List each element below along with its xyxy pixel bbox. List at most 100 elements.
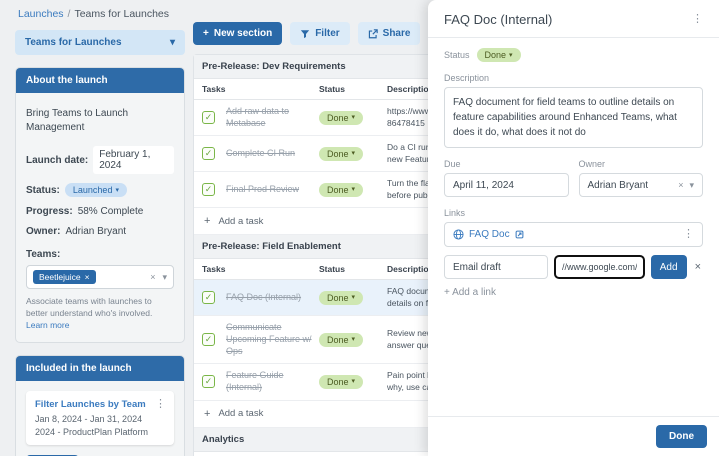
task-status-pill[interactable]: Done ▾ — [319, 332, 364, 347]
add-task-label: Add a task — [218, 215, 264, 227]
plus-icon: + — [204, 407, 211, 420]
links-label: Links — [444, 208, 466, 218]
task-name[interactable]: FAQ Doc (Internal) — [226, 291, 302, 302]
add-task-label: Add a task — [218, 408, 264, 420]
breadcrumb-launches-link[interactable]: Launches — [18, 8, 64, 20]
chevron-down-icon: ▾ — [509, 51, 513, 59]
learn-more-link[interactable]: Learn more — [26, 319, 70, 330]
chevron-down-icon[interactable]: ▾ — [162, 271, 167, 282]
task-description: Do a CI run new Featur — [387, 142, 431, 164]
task-status-pill[interactable]: Done ▾ — [319, 146, 364, 161]
task-status-pill[interactable]: Done ▾ — [319, 290, 364, 305]
task-checkbox[interactable]: ✓ — [202, 375, 215, 389]
add-roadmap-item-button[interactable]: +Add — [26, 454, 79, 456]
add-a-link-button[interactable]: + Add a link — [444, 287, 496, 298]
task-row[interactable]: ✓ Communicate Upcoming Feature w/ Ops Do… — [194, 316, 537, 365]
chevron-down-icon: ▾ — [351, 186, 356, 194]
roadmap-item-card[interactable]: Filter Launches by Team ⋮ Jan 8, 2024 - … — [26, 390, 174, 445]
task-row[interactable]: ✓ Complete CI Run Done ▾ Do a CI run new … — [194, 136, 537, 173]
globe-icon — [453, 229, 464, 240]
external-link-icon — [515, 230, 524, 239]
chevron-down-icon: ▾ — [169, 37, 175, 48]
link-anchor[interactable]: FAQ Doc — [453, 229, 524, 240]
task-row[interactable]: ✓ Final Prod Review Done ▾ Turn the fla b… — [194, 172, 537, 209]
launch-title: Bring Teams to Launch Management — [26, 108, 129, 133]
chevron-down-icon: ▾ — [351, 294, 356, 302]
kebab-menu-icon[interactable]: ⋮ — [155, 397, 166, 410]
owner-value: Adrian Bryant — [65, 226, 127, 237]
share-button[interactable]: Share — [357, 22, 421, 45]
launch-date-label: Launch date: — [26, 154, 89, 166]
task-row[interactable]: ✓ Add raw data to Metabase Done ▾ https:/… — [194, 100, 537, 137]
plus-icon: + — [204, 215, 211, 228]
task-detail-title: FAQ Doc (Internal) — [444, 12, 553, 27]
task-name[interactable]: Final Prod Review — [226, 183, 300, 194]
launch-status-pill[interactable]: Launched ▾ — [64, 183, 127, 197]
task-checkbox[interactable]: ✓ — [202, 333, 215, 347]
link-url-input[interactable] — [553, 254, 646, 280]
chevron-down-icon: ▾ — [351, 378, 356, 386]
add-link-submit-button[interactable]: Add — [650, 255, 687, 279]
task-checkbox[interactable]: ✓ — [202, 111, 215, 125]
panel-status-pill[interactable]: Done ▾ — [476, 48, 521, 62]
roadmap-item-title[interactable]: Filter Launches by Team — [35, 398, 146, 410]
link-name-input[interactable] — [444, 255, 548, 279]
roadmap-item-subtitle: 2024 - ProductPlan Platform — [35, 426, 149, 437]
task-row[interactable]: ✓ Feature Guide (Internal) Done ▾ Pain po… — [194, 364, 537, 401]
add-task-button[interactable]: + Add a task — [194, 401, 537, 428]
task-description: Turn the fla before publ — [387, 178, 430, 200]
remove-team-icon[interactable]: × — [84, 272, 90, 282]
done-button[interactable]: Done — [656, 425, 707, 448]
clear-teams-icon[interactable]: × — [150, 272, 156, 282]
roadmap-item-dates: Jan 8, 2024 - Jan 31, 2024 — [35, 413, 143, 424]
breadcrumb-current: Teams for Launches — [74, 8, 170, 20]
column-description: Description — [387, 264, 434, 275]
link-item: FAQ Doc ⋮ — [444, 222, 703, 247]
filter-funnel-icon — [300, 29, 310, 39]
new-section-button[interactable]: + New section — [193, 22, 283, 45]
task-name[interactable]: Complete CI Run — [226, 148, 296, 158]
task-status-pill[interactable]: Done ▾ — [319, 110, 364, 125]
kebab-menu-icon[interactable]: ⋮ — [683, 228, 694, 240]
kebab-menu-icon[interactable]: ⋮ — [692, 13, 703, 25]
launch-sidebar: Teams for Launches ▾ About the launch Br… — [15, 30, 185, 456]
column-header-row: Tasks Status Description — [194, 259, 537, 281]
launch-selector-label: Teams for Launches — [25, 37, 122, 48]
filter-button[interactable]: Filter — [290, 22, 350, 45]
breadcrumb-separator: / — [67, 8, 71, 20]
progress-label: Progress: — [26, 206, 73, 217]
owner-label: Owner: — [26, 226, 61, 237]
teams-multiselect[interactable]: Beetlejuice × × ▾ — [26, 265, 174, 289]
task-checkbox[interactable]: ✓ — [202, 291, 215, 305]
task-name[interactable]: Feature Guide (Internal) — [226, 370, 284, 392]
about-launch-header: About the launch — [16, 68, 184, 93]
task-toolbar: + New section Filter Share — [193, 22, 538, 45]
description-textarea[interactable]: FAQ document for field teams to outline … — [444, 87, 703, 148]
column-status: Status — [319, 84, 345, 94]
chevron-down-icon: ▾ — [115, 186, 119, 194]
section-tasks: ✓ Add raw data to Metabase Done ▾ https:/… — [194, 100, 537, 209]
task-status-pill[interactable]: Done ▾ — [319, 374, 364, 389]
due-label: Due — [444, 159, 461, 169]
chevron-down-icon: ▾ — [351, 150, 356, 158]
column-description: Description — [387, 84, 434, 94]
cancel-link-icon[interactable]: × — [694, 261, 701, 273]
due-date-input[interactable] — [444, 173, 569, 197]
team-tag: Beetlejuice × — [33, 270, 96, 284]
task-name[interactable]: Communicate Upcoming Feature w/ Ops — [226, 322, 312, 356]
clear-owner-icon[interactable]: × — [678, 179, 684, 190]
launch-selector-dropdown[interactable]: Teams for Launches ▾ — [15, 30, 185, 55]
status-label: Status: — [26, 184, 60, 196]
column-status: Status — [319, 264, 345, 275]
owner-select[interactable]: Adrian Bryant × ▾ — [578, 173, 703, 197]
about-launch-card: About the launch Bring Teams to Launch M… — [15, 67, 185, 343]
task-checkbox[interactable]: ✓ — [202, 183, 215, 197]
teams-helper-text: Associate teams with launches to better … — [26, 296, 153, 330]
task-status-pill[interactable]: Done ▾ — [319, 182, 364, 197]
task-name[interactable]: Add raw data to Metabase — [226, 106, 290, 128]
task-checkbox[interactable]: ✓ — [202, 147, 215, 161]
add-task-button[interactable]: + Add a task — [194, 208, 537, 236]
panel-owner-label: Owner — [578, 159, 606, 169]
launch-date-input[interactable]: February 1, 2024 — [93, 146, 174, 174]
